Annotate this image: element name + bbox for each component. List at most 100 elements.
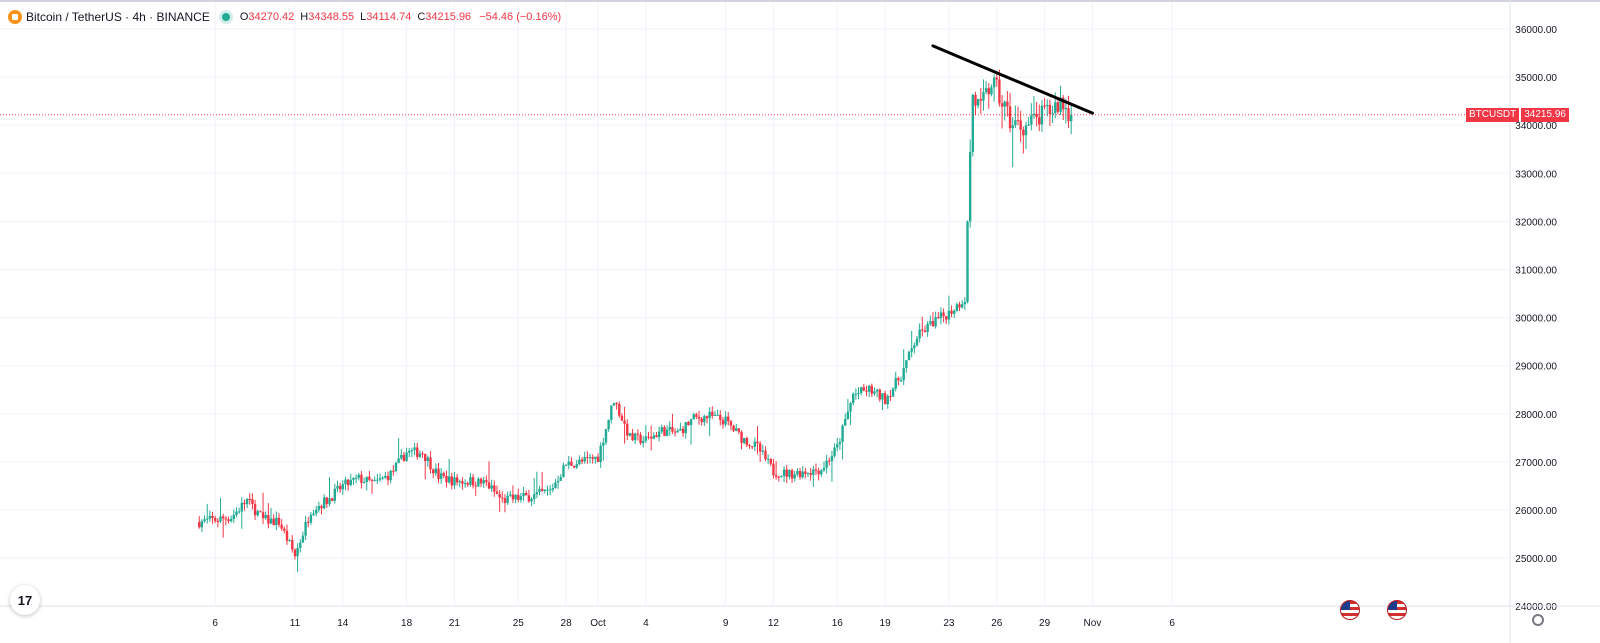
candle-down (431, 468, 435, 479)
candle-down (711, 406, 714, 419)
candle-down (325, 496, 329, 508)
candle-up (296, 543, 299, 573)
candle-down (402, 451, 406, 462)
candle-up (830, 450, 834, 482)
candle-down (865, 385, 868, 397)
candle-up (1051, 105, 1054, 124)
candle-up (713, 410, 717, 417)
candle-up (575, 460, 578, 470)
x-tick-label: 9 (723, 618, 729, 629)
candle-up (548, 484, 552, 496)
x-tick-label: Oct (590, 618, 606, 629)
candle-up (910, 330, 913, 358)
candle-up (530, 497, 533, 507)
x-tick-label: 25 (513, 618, 525, 629)
candle-up (902, 349, 905, 386)
candle-up (684, 421, 687, 439)
candle-down (277, 513, 281, 528)
candle-up (844, 413, 847, 426)
candle-up (328, 477, 331, 507)
candle-up (304, 516, 307, 540)
candle-down (785, 464, 788, 484)
candle-down (814, 463, 818, 476)
candle-up (782, 466, 786, 483)
chart-grid (0, 0, 1600, 607)
candle-up (482, 477, 485, 488)
candle-up (349, 473, 352, 487)
candle-down (511, 485, 515, 503)
us-flag-event-icon[interactable] (1387, 600, 1407, 620)
candle-down (198, 516, 201, 529)
candle-down (466, 481, 469, 487)
candle-down (615, 402, 618, 410)
us-flag-event-icon[interactable] (1340, 600, 1360, 620)
candle-down (737, 428, 741, 435)
bitcoin-icon (8, 10, 22, 24)
candle-down (1038, 104, 1041, 131)
candle-down (227, 516, 230, 524)
tradingview-logo[interactable]: 17 (10, 585, 40, 615)
price-axis[interactable]: 24000.00 25000.00 26000.00 27000.00 28000.00… (1509, 0, 1557, 643)
candle-down (639, 432, 642, 445)
candle-up (522, 486, 525, 502)
candle-up (394, 461, 398, 473)
candle-down (517, 488, 520, 503)
candle-up (846, 399, 850, 420)
candle-down (360, 471, 363, 489)
candle-up (971, 93, 975, 157)
candle-up (506, 491, 509, 505)
candle-down (1062, 95, 1065, 120)
candle-down (663, 425, 666, 437)
candle-down (681, 426, 685, 438)
candle-down (631, 428, 634, 442)
x-tick-label: 11 (290, 618, 301, 629)
candle-down (862, 383, 866, 392)
candle-up (426, 455, 430, 467)
candle-up (352, 477, 355, 485)
candle-up (490, 479, 493, 493)
candle-up (984, 81, 988, 95)
candle-up (610, 405, 613, 424)
candle-up (836, 437, 839, 452)
candle-up (583, 451, 586, 464)
candle-down (450, 472, 453, 490)
candle-down (437, 462, 440, 484)
symbol-header: Bitcoin / TetherUS · 4h · BINANCE O34270… (8, 8, 561, 26)
candle-up (301, 531, 305, 544)
candle-down (485, 475, 488, 486)
candle-down (618, 401, 621, 418)
candle-up (812, 465, 815, 487)
candle-down (1067, 95, 1070, 128)
candle-down (346, 479, 350, 491)
candle-up (453, 472, 456, 489)
candle-down (729, 420, 733, 431)
candle-up (641, 435, 645, 448)
candle-up (992, 74, 996, 102)
candle-down (370, 478, 374, 494)
x-tick-label: 21 (449, 618, 461, 629)
symbol-title[interactable]: Bitcoin / TetherUS · 4h · BINANCE (26, 10, 210, 24)
candle-up (378, 473, 382, 482)
candle-up (761, 444, 765, 455)
candle-down (764, 446, 767, 462)
candle-up (365, 476, 368, 491)
candle-down (216, 518, 220, 528)
candle-down (1000, 95, 1004, 129)
candle-down (501, 491, 504, 503)
candle-up (288, 538, 291, 542)
candle-up (405, 447, 408, 462)
y-tick-label: 25000.00 (1515, 554, 1557, 565)
settings-gear-icon[interactable] (1532, 614, 1544, 626)
candle-up (336, 480, 339, 493)
candle-up (1014, 105, 1017, 128)
candle-down (758, 441, 762, 463)
time-axis[interactable]: 6 11 14 18 21 25 28 Oct 4 9 12 16 19 23 26 29 Nov 6 (0, 605, 1600, 629)
open-value: 34270.42 (248, 11, 295, 23)
candle-up (519, 492, 523, 503)
candle-up (1024, 121, 1028, 149)
candle-up (397, 438, 400, 464)
candle-up (612, 402, 616, 406)
y-tick-label: 28000.00 (1515, 410, 1557, 421)
x-tick-label: 6 (212, 618, 218, 629)
